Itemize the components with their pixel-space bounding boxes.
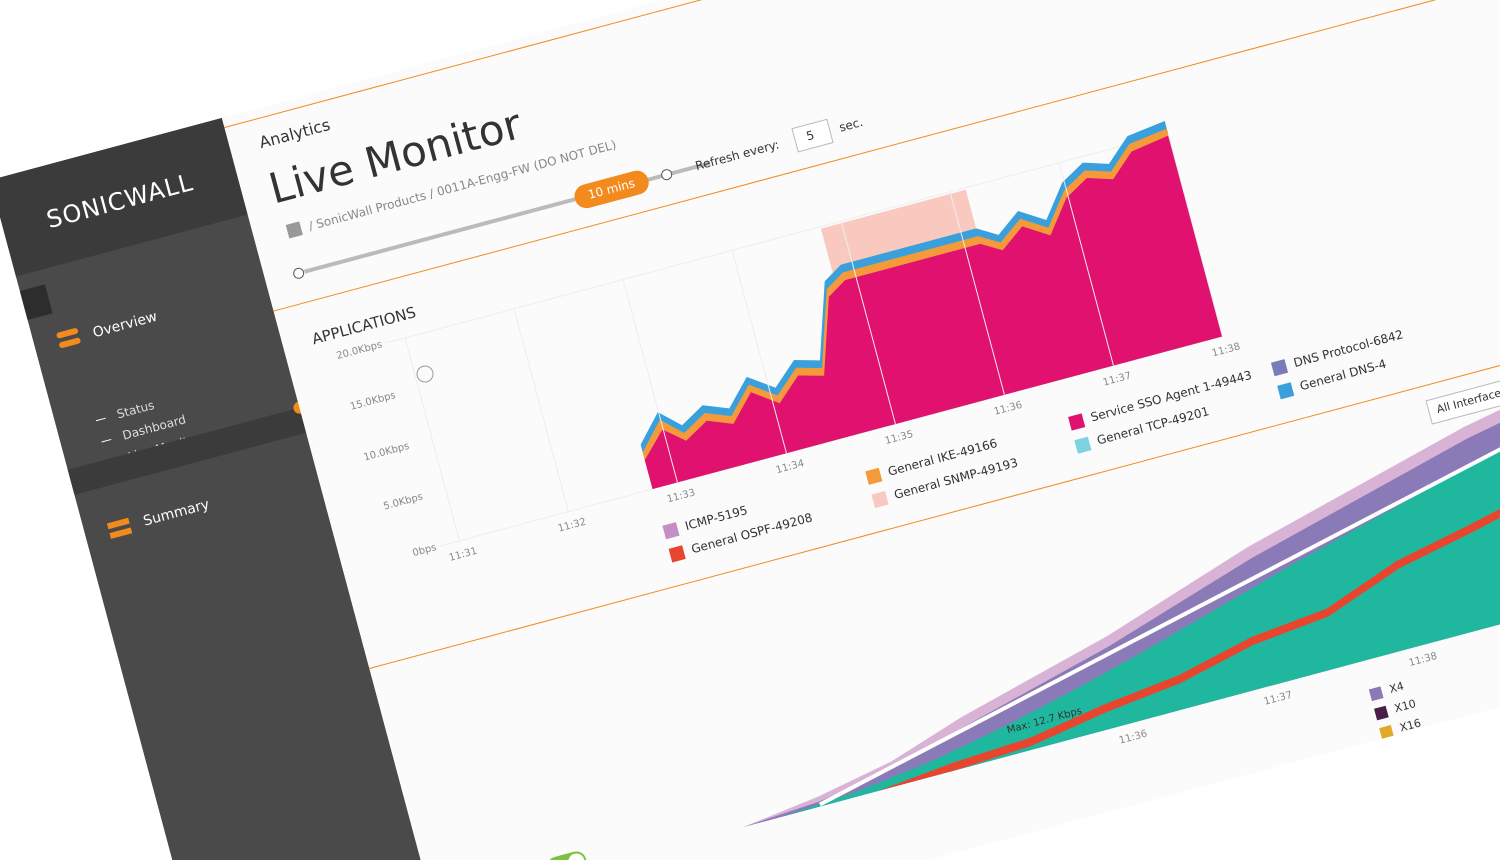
- interface-select[interactable]: [1425, 374, 1500, 425]
- grid-line: [840, 220, 896, 425]
- slider-min[interactable]: [293, 267, 305, 279]
- menu-toggle[interactable]: [19, 284, 53, 321]
- grid-line: [1167, 133, 1223, 337]
- icon: [56, 328, 79, 339]
- grid-line: [731, 250, 787, 454]
- home-icon[interactable]: [285, 221, 303, 239]
- divider: [273, 0, 1500, 312]
- refresh-unit: sec.: [838, 115, 865, 135]
- legend-swatch: [1068, 413, 1086, 431]
- icon: [59, 337, 81, 348]
- legend-swatch: [1270, 359, 1289, 377]
- refresh-value: 5: [805, 128, 816, 144]
- grid-line: [1058, 162, 1114, 366]
- slider-max[interactable]: [661, 169, 673, 181]
- divider: [224, 0, 1500, 129]
- legend-swatch: [1277, 382, 1295, 400]
- range-pill[interactable]: [572, 168, 652, 211]
- app-area: [640, 120, 1223, 490]
- grid-line: [949, 191, 1005, 395]
- sidebar-header: [0, 117, 248, 277]
- bullet: [95, 417, 106, 422]
- info-icon[interactable]: [415, 364, 435, 384]
- refresh-input[interactable]: [791, 118, 834, 153]
